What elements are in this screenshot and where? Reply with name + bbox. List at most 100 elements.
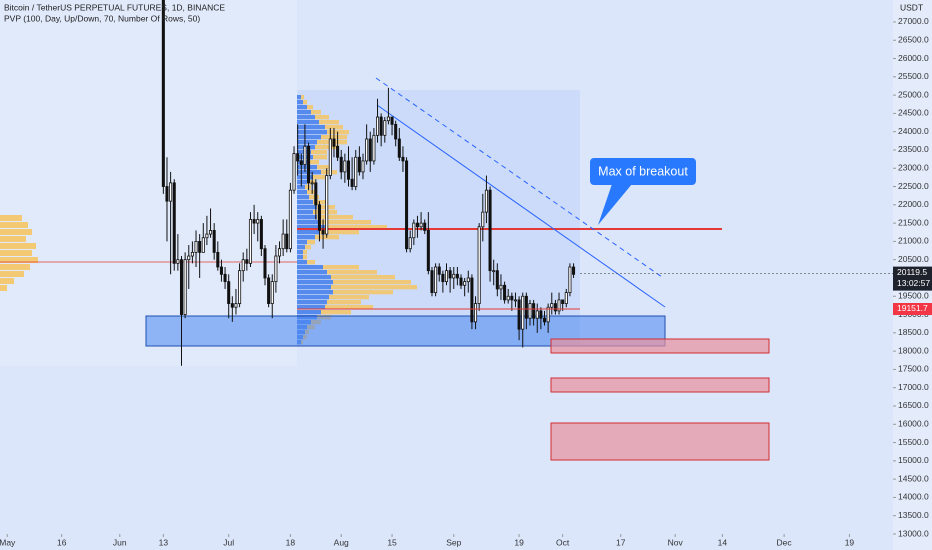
candle-body — [365, 138, 369, 162]
y-tick-label: 17000.0 — [898, 382, 929, 392]
profile-up — [297, 180, 307, 185]
profile-up — [297, 290, 333, 295]
y-tick-label: 26500.0 — [898, 34, 929, 44]
trendline-dashed — [375, 77, 663, 278]
candle-body — [423, 222, 427, 231]
callout — [590, 158, 696, 185]
candle-body — [474, 303, 478, 323]
profile-up — [297, 235, 315, 240]
y-tick-label: 21500.0 — [898, 217, 929, 227]
candle-body — [296, 153, 300, 162]
profile-up — [297, 115, 315, 120]
candle-body — [426, 230, 430, 272]
profile-up — [297, 305, 325, 310]
candle-body — [227, 281, 231, 304]
profile-left — [0, 229, 32, 235]
profile-up — [297, 105, 307, 110]
profile-down — [311, 110, 321, 115]
y-tick-label: 17500.0 — [898, 364, 929, 374]
candle-body — [495, 270, 499, 290]
y-tick-label: 15000.0 — [898, 455, 929, 465]
candle-body — [259, 219, 263, 250]
profile-up — [297, 205, 317, 210]
candle-body — [397, 138, 401, 158]
candle-body — [412, 222, 416, 239]
x-tick-label: Oct — [556, 537, 570, 547]
profile-up — [297, 240, 307, 245]
y-tick-label: 22500.0 — [898, 181, 929, 191]
candle-body — [564, 292, 568, 304]
profile-down — [321, 220, 371, 225]
profile-down — [317, 165, 329, 170]
target-box — [550, 377, 770, 393]
candle-body — [187, 255, 191, 261]
profile-down — [303, 255, 307, 260]
candle-body — [437, 266, 441, 275]
profile-down — [321, 310, 351, 315]
candle-body — [553, 303, 557, 312]
candle-body — [321, 230, 325, 235]
y-tick-label: 13500.0 — [898, 510, 929, 520]
profile-down — [325, 305, 373, 310]
profile-up — [297, 260, 307, 265]
profile-left — [0, 271, 24, 277]
profile-down — [313, 200, 327, 205]
profile-down — [307, 260, 315, 265]
candle-body — [510, 295, 514, 301]
candle-body — [285, 233, 289, 250]
candle-body — [198, 240, 202, 253]
profile-left — [0, 222, 28, 228]
y-tick-label: 23500.0 — [898, 144, 929, 154]
candle-body — [415, 222, 419, 228]
candle-body — [176, 259, 180, 264]
candle-body — [343, 160, 347, 173]
profile-left — [0, 215, 22, 221]
callout-pointer — [598, 184, 632, 225]
candle-body — [292, 153, 296, 191]
candle-body — [223, 273, 227, 283]
candle-body — [317, 204, 321, 231]
profile-down — [305, 185, 311, 190]
candle-body — [328, 138, 332, 176]
candle-body — [539, 310, 543, 319]
candle-body — [230, 303, 234, 308]
profile-down — [333, 280, 411, 285]
candle-body — [361, 160, 365, 173]
target-box — [550, 338, 770, 354]
candle-body — [503, 284, 507, 301]
candle-body — [263, 248, 267, 279]
profile-down — [323, 265, 359, 270]
profile-down — [303, 100, 307, 105]
x-tick-label: 14 — [718, 537, 728, 547]
x-tick-label: Sep — [446, 537, 461, 547]
profile-up — [297, 230, 319, 235]
profile-down — [309, 195, 319, 200]
last-price-tag — [893, 266, 932, 291]
candle-body — [379, 116, 383, 136]
profile-up — [297, 250, 303, 255]
candle-body — [252, 219, 256, 224]
candle-body — [455, 273, 459, 279]
candle-body — [161, 0, 165, 187]
profile-up — [297, 220, 321, 225]
candle-body — [452, 273, 456, 279]
candle-body — [528, 303, 532, 319]
profile-down — [309, 160, 319, 165]
target-box — [550, 422, 770, 461]
profile-left — [0, 278, 14, 284]
candle-body — [307, 145, 311, 184]
candle-body — [481, 211, 485, 228]
candle-body — [245, 259, 249, 264]
profile-up — [297, 165, 317, 170]
profile-up — [297, 135, 321, 140]
x-tick-label: Jun — [113, 537, 127, 547]
candle-body — [325, 175, 329, 235]
candle-body — [459, 277, 463, 286]
candle-body — [386, 116, 390, 122]
profile-down — [303, 250, 307, 255]
candle-body — [350, 178, 354, 187]
candle-body — [448, 270, 452, 279]
x-tick-label: 15 — [387, 537, 397, 547]
candle-body — [339, 156, 343, 173]
